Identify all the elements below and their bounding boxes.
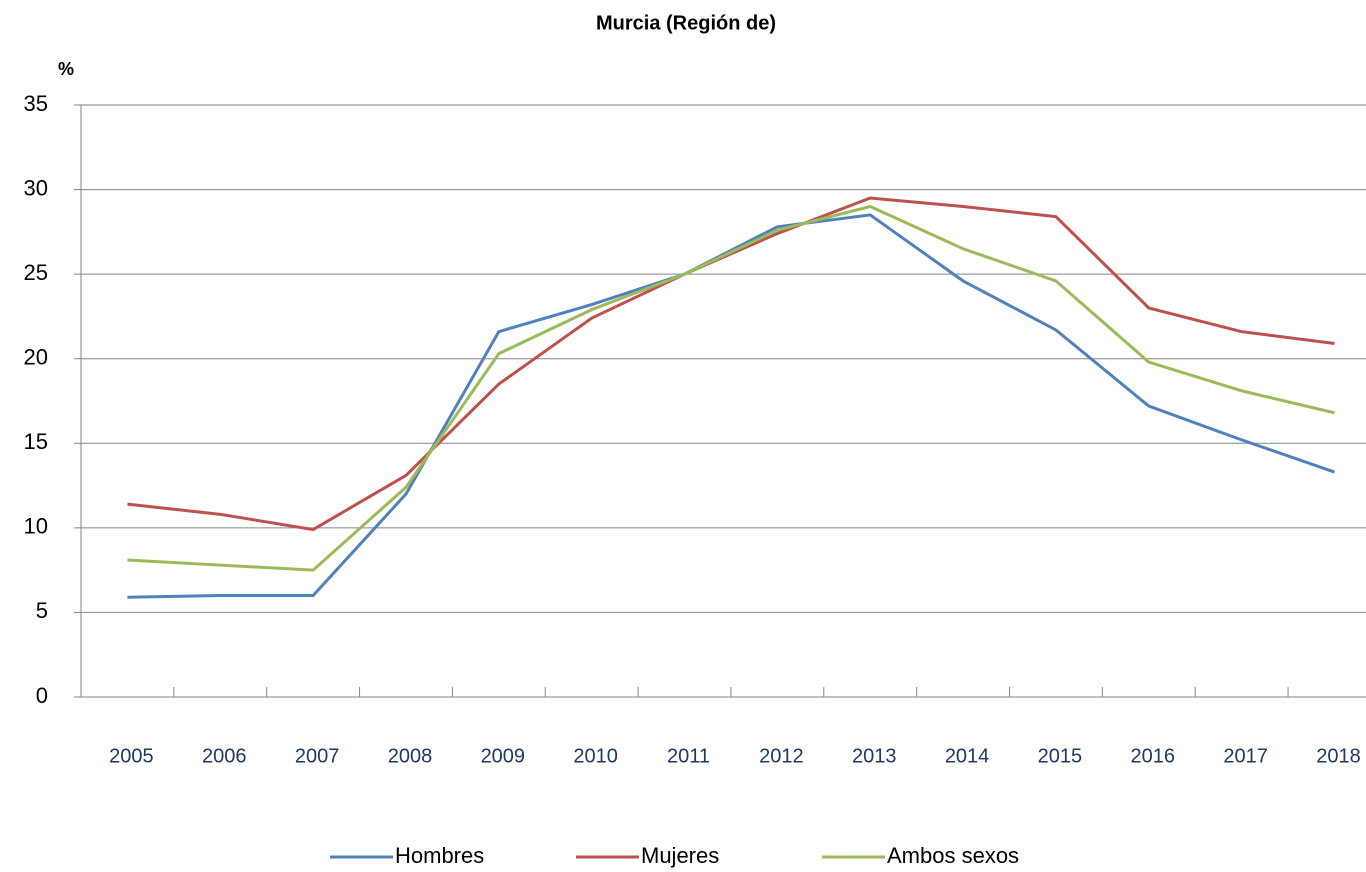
x-tick-label: 2014	[945, 745, 990, 767]
legend-label: Hombres	[395, 843, 484, 868]
x-tick-label: 2018	[1316, 745, 1361, 767]
x-tick-label: 2008	[388, 745, 433, 767]
x-tick-label: 2013	[852, 745, 897, 767]
x-tick-label: 2010	[573, 745, 618, 767]
y-tick-label: 10	[24, 514, 48, 539]
y-axis-label: %	[58, 59, 74, 79]
line-series	[127, 196, 1335, 532]
y-tick-label: 0	[36, 683, 48, 708]
legend-label: Mujeres	[641, 843, 719, 868]
x-tick-label: 2015	[1038, 745, 1083, 767]
x-tick-label: 2009	[481, 745, 526, 767]
x-tick-label: 2006	[202, 745, 247, 767]
line-series	[127, 213, 1335, 599]
x-tick-label: 2005	[109, 745, 154, 767]
y-tick-label: 25	[24, 260, 48, 285]
y-tick-label: 20	[24, 345, 48, 370]
y-tick-label: 35	[24, 91, 48, 116]
x-tick-label: 2011	[667, 745, 710, 767]
y-tick-label: 15	[24, 429, 48, 454]
y-tick-label: 30	[24, 175, 48, 200]
x-tick-label: 2017	[1223, 745, 1268, 767]
legend-label: Ambos sexos	[887, 843, 1019, 868]
x-tick-label: 2012	[759, 745, 804, 767]
y-tick-label: 5	[36, 598, 48, 623]
chart-title: Murcia (Región de)	[596, 12, 776, 34]
x-tick-label: 2016	[1131, 745, 1176, 767]
line-series	[127, 204, 1335, 572]
x-tick-label: 2007	[295, 745, 340, 767]
